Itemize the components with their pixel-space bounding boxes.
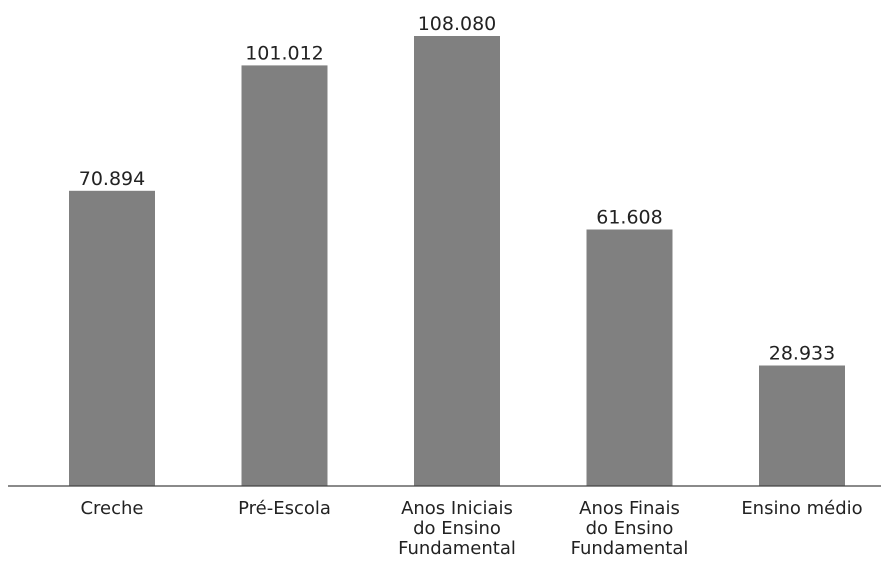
category-label-1: Pré-Escola bbox=[238, 498, 331, 519]
bar-1 bbox=[241, 65, 328, 487]
category-label-4: Ensino médio bbox=[741, 498, 862, 519]
value-label-3: 61.608 bbox=[596, 207, 662, 229]
category-label-line: Fundamental bbox=[398, 538, 516, 559]
category-label-line: do Ensino bbox=[413, 518, 501, 539]
category-label-3: Anos Finais do Ensino Fundamental bbox=[571, 498, 689, 559]
bar-4 bbox=[759, 365, 845, 486]
category-label-0: Creche bbox=[80, 498, 143, 519]
category-label-line: do Ensino bbox=[586, 518, 674, 539]
value-label-0: 70.894 bbox=[79, 168, 145, 190]
category-label-line: Fundamental bbox=[571, 538, 689, 559]
category-label-line: Ensino médio bbox=[741, 498, 862, 519]
value-label-4: 28.933 bbox=[769, 343, 835, 365]
bar-0 bbox=[69, 190, 155, 487]
bar-2 bbox=[414, 36, 500, 486]
value-labels-layer: 70.894 101.012 108.080 61.608 28.933 bbox=[79, 13, 835, 365]
category-label-line: Creche bbox=[80, 498, 143, 519]
category-labels-layer: Creche Pré-Escola Anos Iniciais do Ensino Fu… bbox=[80, 498, 862, 559]
category-label-line: Anos Iniciais bbox=[401, 498, 513, 519]
value-label-1: 101.012 bbox=[245, 42, 324, 64]
bars-layer bbox=[69, 36, 845, 487]
value-label-2: 108.080 bbox=[418, 13, 497, 35]
category-label-line: Anos Finais bbox=[579, 498, 680, 519]
bar-3 bbox=[586, 229, 673, 486]
category-label-2: Anos Iniciais do Ensino Fundamental bbox=[398, 498, 516, 559]
category-label-line: Pré-Escola bbox=[238, 498, 331, 519]
